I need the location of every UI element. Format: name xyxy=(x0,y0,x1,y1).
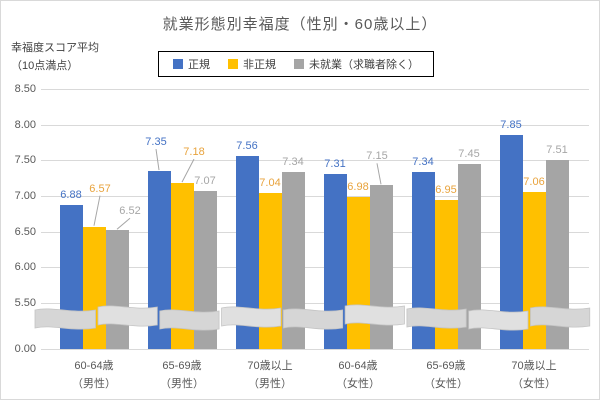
bar-未就業（求職者除く）-1 xyxy=(105,230,129,349)
data-label-leader-line xyxy=(376,163,382,185)
data-label-正規-5: 7.34 xyxy=(412,155,434,168)
y-axis-title-line2: （10点満点） xyxy=(11,60,79,72)
legend-label: 未就業（求職者除く） xyxy=(309,59,419,71)
data-label-正規-1: 6.88 xyxy=(60,188,82,201)
category-label-line2: （男性） xyxy=(160,378,204,390)
data-label-未就業（求職者除く）-5: 7.45 xyxy=(458,147,480,160)
legend-item: 非正規 xyxy=(228,56,276,72)
y-tick-label: 0.00 xyxy=(14,343,36,355)
bar-正規-4 xyxy=(323,173,347,349)
category-label: 70歳以上 （女性） xyxy=(490,357,578,393)
bar-非正規-1 xyxy=(82,226,106,349)
legend-item: 正規 xyxy=(173,56,210,72)
y-tick-label: 6.00 xyxy=(14,261,36,274)
data-label-非正規-2: 7.18 xyxy=(183,146,205,159)
category-label: 65-69歳 （女性） xyxy=(402,357,490,393)
data-label-未就業（求職者除く）-2: 7.07 xyxy=(194,175,216,187)
category-label-line1: 60-64歳 xyxy=(74,360,114,372)
data-label-正規-3: 7.56 xyxy=(236,140,258,153)
data-label-非正規-1: 6.57 xyxy=(89,182,111,195)
category-label-line1: 70歳以上 xyxy=(247,360,293,372)
gridline xyxy=(41,89,589,90)
y-tick-label: 7.50 xyxy=(14,154,36,167)
category-label-line2: （女性） xyxy=(512,378,556,390)
y-tick-label: 8.50 xyxy=(14,83,36,95)
category-label-line1: 65-69歳 xyxy=(426,360,466,372)
category-label-line1: 70歳以上 xyxy=(511,360,557,372)
gridline xyxy=(41,231,589,233)
data-label-非正規-4: 6.98 xyxy=(347,181,369,194)
data-label-未就業（求職者除く）-4: 7.15 xyxy=(366,150,388,163)
legend-swatch-icon xyxy=(173,59,183,69)
category-label: 65-69歳 （男性） xyxy=(138,357,226,393)
data-label-未就業（求職者除く）-1: 6.52 xyxy=(119,205,141,218)
data-label-非正規-3: 7.04 xyxy=(259,177,281,190)
legend: 正規 非正規 未就業（求職者除く） xyxy=(158,51,434,77)
bar-未就業（求職者除く）-6 xyxy=(545,159,569,349)
data-label-未就業（求職者除く）-6: 7.51 xyxy=(546,143,568,156)
category-label-line2: （女性） xyxy=(336,378,380,390)
chart-title: 就業形態別幸福度（性別・60歳以上） xyxy=(162,16,438,33)
category-label-line2: （男性） xyxy=(72,378,116,390)
y-axis-title-line1: 幸福度スコア平均 xyxy=(11,42,99,54)
bar-正規-2 xyxy=(147,171,171,349)
data-label-正規-4: 7.31 xyxy=(324,157,346,170)
data-label-非正規-6: 7.06 xyxy=(523,175,545,188)
gridline xyxy=(41,196,589,197)
legend-label: 正規 xyxy=(188,59,210,71)
gridline xyxy=(41,303,589,304)
category-label: 60-64歳 （女性） xyxy=(314,357,402,393)
legend-swatch-icon xyxy=(294,59,304,69)
x-axis-line xyxy=(41,349,589,350)
data-label-未就業（求職者除く）-3: 7.34 xyxy=(282,155,304,168)
bar-非正規-4 xyxy=(346,197,370,349)
data-label-leader-line xyxy=(93,195,101,226)
bar-未就業（求職者除く）-5 xyxy=(457,163,481,349)
bar-非正規-5 xyxy=(434,199,458,349)
y-tick-label: 5.50 xyxy=(14,297,36,309)
bar-非正規-2 xyxy=(170,183,194,349)
data-label-非正規-5: 6.95 xyxy=(435,183,457,196)
category-label-line1: 65-69歳 xyxy=(162,360,202,372)
bar-未就業（求職者除く）-3 xyxy=(281,171,305,349)
category-label-line1: 60-64歳 xyxy=(338,360,378,372)
legend-swatch-icon xyxy=(228,59,238,69)
bar-未就業（求職者除く）-2 xyxy=(193,191,217,349)
bar-非正規-6 xyxy=(522,191,546,349)
bar-非正規-3 xyxy=(258,193,282,349)
gridline xyxy=(41,160,589,162)
y-tick-label: 7.00 xyxy=(14,190,36,202)
bar-未就業（求職者除く）-4 xyxy=(369,185,393,349)
bar-正規-1 xyxy=(59,204,83,349)
gridline xyxy=(41,124,589,126)
bar-正規-3 xyxy=(235,156,259,349)
y-tick-label: 8.00 xyxy=(14,118,36,131)
legend-item: 未就業（求職者除く） xyxy=(294,56,419,72)
data-label-leader-line xyxy=(116,217,131,230)
legend-label: 非正規 xyxy=(243,59,276,71)
category-label-line2: （女性） xyxy=(424,378,468,390)
category-label-line2: （男性） xyxy=(248,378,292,390)
data-label-leader-line xyxy=(181,158,195,183)
data-label-正規-2: 7.35 xyxy=(145,136,167,149)
category-label: 70歳以上 （男性） xyxy=(226,357,314,393)
gridline xyxy=(41,267,589,269)
data-label-正規-6: 7.85 xyxy=(500,119,522,132)
y-tick-label: 6.50 xyxy=(14,225,36,238)
category-label: 60-64歳 （男性） xyxy=(50,357,138,393)
bar-正規-6 xyxy=(499,135,523,349)
bar-正規-5 xyxy=(411,171,435,349)
